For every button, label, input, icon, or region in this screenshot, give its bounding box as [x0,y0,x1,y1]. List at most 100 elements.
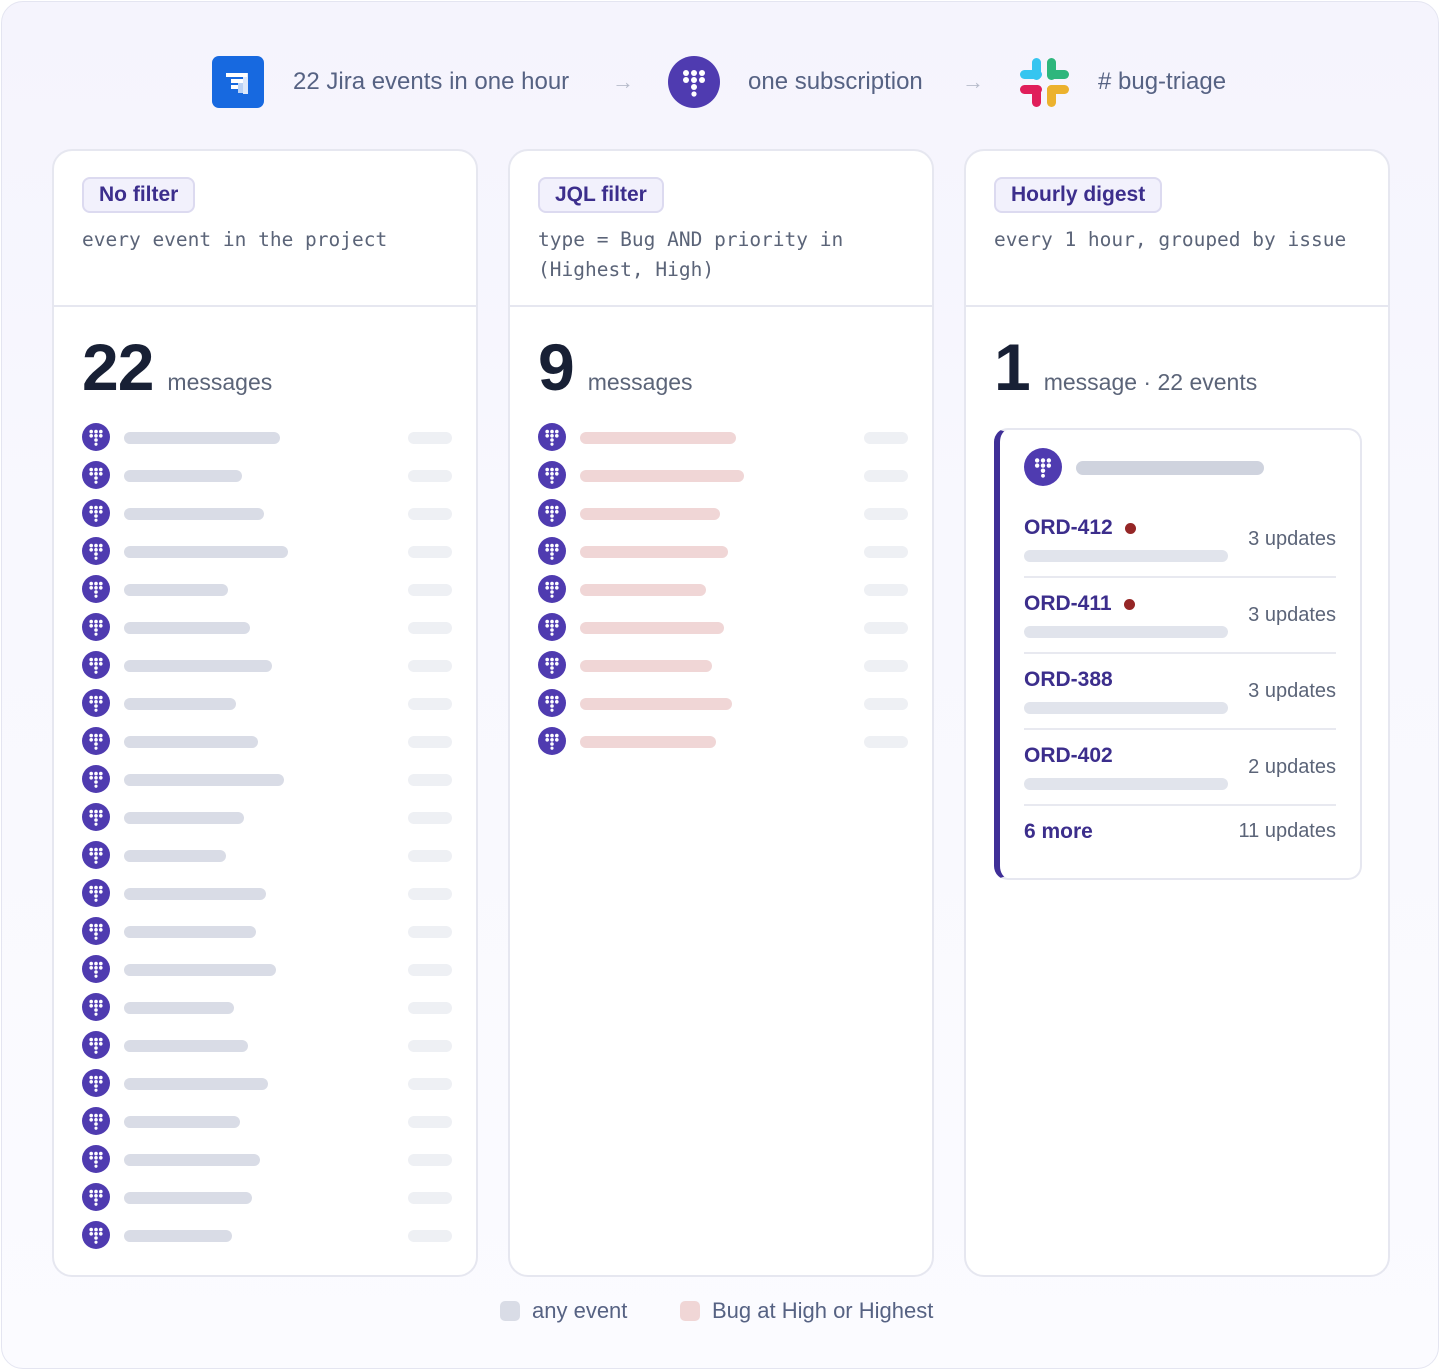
message-row [82,993,452,1031]
message-placeholder-bar [580,584,706,596]
count-number: 9 [538,330,575,404]
message-placeholder-bar [124,850,226,862]
message-row [82,1221,452,1259]
count-label: messages [587,369,693,395]
flow-middle: one subscription [668,56,923,108]
issue-key: ORD-412 [1024,516,1136,540]
app-icon [82,461,110,489]
message-placeholder-bar [580,546,728,558]
update-count: 2 updates [1248,756,1336,778]
message-row [538,727,908,765]
count-label: messages [167,369,273,395]
timestamp-placeholder [408,850,452,862]
timestamp-placeholder [864,470,908,482]
timestamp-placeholder [408,660,452,672]
message-count: 1 message · 22 events [994,329,1257,405]
app-icon [82,993,110,1021]
message-row [538,423,908,461]
filter-badge: JQL filter [538,177,664,213]
count-number: 22 [82,330,154,404]
message-row [538,689,908,727]
message-count: 22 messages [82,329,272,405]
update-count: 3 updates [1248,604,1336,626]
issue-key: ORD-388 [1024,668,1113,691]
flow-source: 22 Jira events in one hour [212,56,569,108]
message-placeholder-bar [124,1078,268,1090]
timestamp-placeholder [408,698,452,710]
count-number: 1 [994,330,1031,404]
timestamp-placeholder [408,736,452,748]
legend: any event Bug at High or Highest [2,1298,1440,1328]
column-jql-filter: JQL filter type = Bug AND priority in (H… [508,149,934,1277]
digest-header [1024,448,1354,486]
timestamp-placeholder [408,888,452,900]
app-icon [82,499,110,527]
update-count: 3 updates [1248,680,1336,702]
row-placeholder-bar [1024,550,1228,562]
app-icon [82,765,110,793]
message-row [538,499,908,537]
message-row [538,461,908,499]
timestamp-placeholder [408,1230,452,1242]
message-placeholder-bar [124,698,236,710]
count-label: message · 22 events [1043,369,1258,395]
update-count: 11 updates [1238,820,1337,842]
timestamp-placeholder [408,546,452,558]
filter-badge: No filter [82,177,196,213]
issue-key: ORD-402 [1024,744,1113,767]
app-icon [82,651,110,679]
message-row [82,575,452,613]
message-list [82,423,452,1259]
app-icon [82,613,110,641]
flow-target: # bug-triage [1018,56,1226,108]
app-icon [82,803,110,831]
app-icon [1024,448,1062,486]
timestamp-placeholder [408,926,452,938]
filter-badge: Hourly digest [994,177,1163,213]
timestamp-placeholder [864,660,908,672]
column-hourly-digest: Hourly digest every 1 hour, grouped by i… [964,149,1390,1277]
jira-icon [212,56,264,108]
message-row [82,841,452,879]
timestamp-placeholder [408,964,452,976]
timestamp-placeholder [408,1040,452,1052]
timestamp-placeholder [864,432,908,444]
timestamp-placeholder [864,584,908,596]
timestamp-placeholder [864,508,908,520]
message-placeholder-bar [124,1154,260,1166]
message-count: 9 messages [538,329,693,405]
timestamp-placeholder [408,774,452,786]
message-row [82,955,452,993]
message-placeholder-bar [124,584,228,596]
app-icon [538,651,566,679]
message-row [538,651,908,689]
timestamp-placeholder [408,812,452,824]
filter-description: every 1 hour, grouped by issue [994,228,1347,251]
message-row [82,1107,452,1145]
digest-row: ORD-388 3 updates [1024,654,1336,730]
timestamp-placeholder [864,622,908,634]
flow-target-label: # bug-triage [1098,68,1227,95]
message-row [82,1145,452,1183]
column-header: No filter every event in the project [54,151,476,307]
message-placeholder-bar [124,508,264,520]
filter-description: type = Bug AND priority in (Highest, Hig… [538,228,844,281]
timestamp-placeholder [864,736,908,748]
app-icon [82,879,110,907]
flow-arrow-1: → [612,69,634,94]
message-placeholder-bar [580,698,732,710]
app-icon [82,841,110,869]
message-placeholder-bar [124,812,244,824]
flow-middle-label: one subscription [748,68,923,95]
timestamp-placeholder [408,1078,452,1090]
app-icon [82,955,110,983]
timestamp-placeholder [408,470,452,482]
app-icon [82,727,110,755]
issue-key: ORD-411 [1024,592,1135,616]
legend-swatch-pink [680,1301,700,1321]
digest-row: ORD-411 3 updates [1024,578,1336,654]
legend-swatch-gray [500,1301,520,1321]
message-placeholder-bar [580,508,720,520]
legend-item-any-event: any event [500,1298,627,1324]
